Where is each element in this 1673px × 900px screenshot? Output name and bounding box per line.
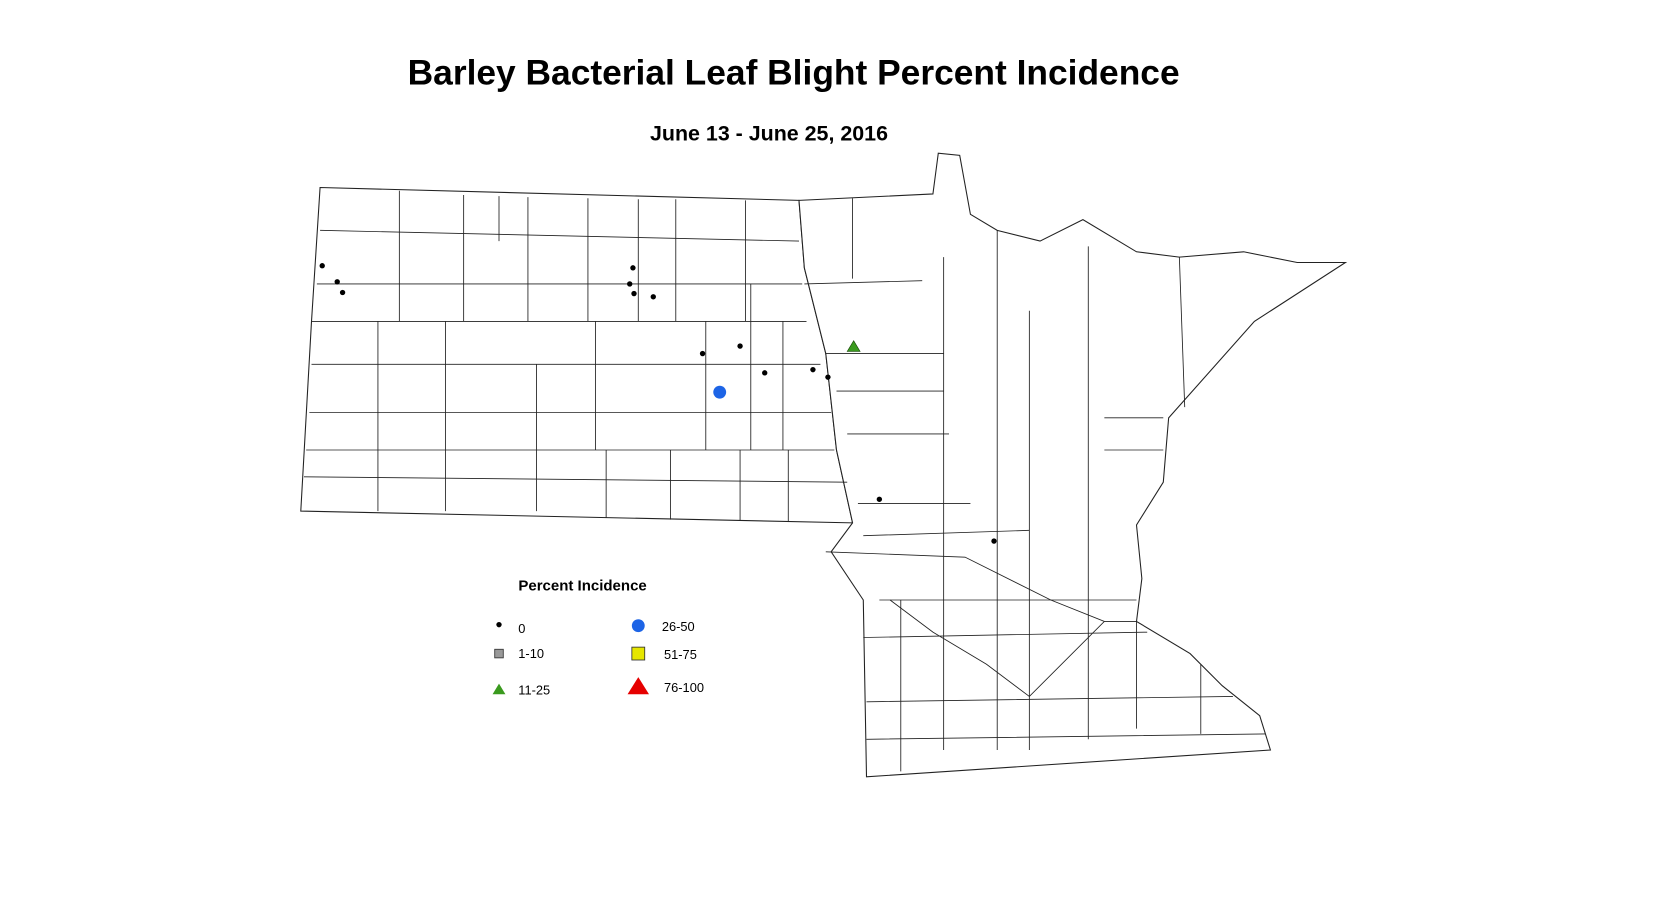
site-dot (762, 370, 768, 376)
site-dot (876, 496, 883, 502)
site-dot (825, 374, 831, 380)
site-dot (630, 265, 636, 271)
site-dot (339, 289, 346, 296)
legend-symbol (631, 619, 645, 633)
legend-label: 26-50 (662, 619, 695, 634)
legend-symbol (631, 646, 646, 661)
site-dot (737, 343, 743, 349)
legend-label: 1-10 (518, 646, 544, 661)
site-dot (650, 294, 656, 300)
site-dot (631, 290, 637, 297)
site-dot (699, 350, 706, 357)
legend-title: Percent Incidence (518, 577, 646, 594)
site-dot (627, 281, 633, 287)
legend-label: 11-25 (518, 682, 550, 697)
state-shapes (300, 152, 1348, 778)
legend-label: 0 (518, 621, 525, 636)
legend-symbol (627, 677, 649, 695)
site-dot (991, 538, 997, 544)
map-title: Barley Bacterial Leaf Blight Percent Inc… (408, 54, 1180, 93)
site-dot (319, 263, 325, 269)
legend-symbol (492, 683, 506, 695)
legend-label: 51-75 (664, 647, 697, 662)
legend: Percent Incidence 0 1-10 11-25 26-50 51-… (492, 577, 704, 697)
legend-symbol (496, 621, 502, 628)
site-dot (334, 279, 340, 285)
minnesota (798, 152, 1348, 778)
legend-symbol (494, 648, 504, 659)
site-triangle (846, 340, 861, 352)
map-subtitle: June 13 - June 25, 2016 (650, 121, 888, 145)
north-dakota (300, 186, 854, 524)
site-markers (319, 263, 997, 544)
legend-label: 76-100 (664, 680, 704, 695)
site-dot (810, 366, 816, 373)
site-circle (713, 385, 727, 399)
county-lines (303, 190, 1266, 772)
